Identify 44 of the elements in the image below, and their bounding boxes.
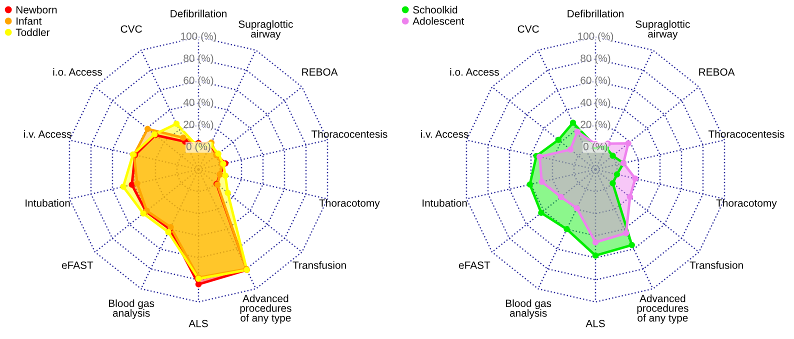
spoke-label: ALS (188, 320, 208, 328)
spoke-label: eFAST (458, 262, 490, 269)
spoke-label: i.o. Access (450, 68, 499, 76)
spoke-label: Supraglottic airway (636, 20, 690, 40)
y-tick-label: 100 (%) (578, 32, 614, 42)
spoke-label: Thoracotomy (319, 199, 380, 209)
spoke-label: CVC (518, 25, 539, 33)
y-tick-label: 80 (%) (580, 54, 610, 64)
legend-label: Toddler (16, 28, 50, 36)
y-tick-label: 40 (%) (580, 98, 610, 108)
y-tick-label: 100 (%) (181, 32, 216, 42)
spoke-label: Thoracocentesis (708, 130, 784, 138)
spoke-label: Advanced procedures of any type (637, 294, 688, 324)
y-tick-label: 60 (%) (184, 76, 214, 86)
spoke-label: Defibrillation (170, 10, 226, 18)
y-tick-label: 60 (%) (580, 76, 610, 86)
spoke-label: Supraglottic airway (238, 20, 293, 40)
legend-label: Infant (16, 17, 42, 25)
spoke-label: REBOA (302, 68, 338, 76)
legend-label: Newborn (16, 6, 57, 14)
spoke-label: ALS (586, 320, 605, 328)
spoke-label: i.v. Access (24, 130, 72, 138)
y-tick-label: 40 (%) (183, 98, 214, 108)
spoke-label: Blood gas analysis (506, 299, 552, 319)
spoke-label: REBOA (699, 68, 735, 76)
y-tick-label: 80 (%) (184, 54, 214, 64)
spoke-label: Thoracotomy (716, 199, 777, 209)
spoke-label: Transfusion (690, 261, 743, 269)
spoke-label: Defibrillation (568, 10, 624, 18)
spoke-label: i.o. Access (53, 68, 102, 76)
spoke-label: i.v. Access (421, 130, 468, 138)
spoke-label: Thoracocentesis (311, 130, 388, 138)
spoke-label: Blood gas analysis (109, 299, 154, 319)
spoke-label: Transfusion (292, 261, 346, 269)
spoke-label: Intubation (422, 199, 467, 207)
y-tick-label: 20 (%) (580, 120, 610, 130)
spoke-label: eFAST (62, 262, 94, 269)
spoke-label: CVC (120, 25, 142, 33)
y-tick-label: 0 (%) (583, 142, 608, 152)
spoke-label: Intubation (26, 199, 70, 207)
legend-label: Adolescent (412, 17, 464, 25)
legend-label: Schoolkid (413, 6, 458, 14)
y-tick-label: 20 (%) (184, 120, 214, 130)
spoke-label: Advanced procedures of any type (240, 294, 292, 324)
